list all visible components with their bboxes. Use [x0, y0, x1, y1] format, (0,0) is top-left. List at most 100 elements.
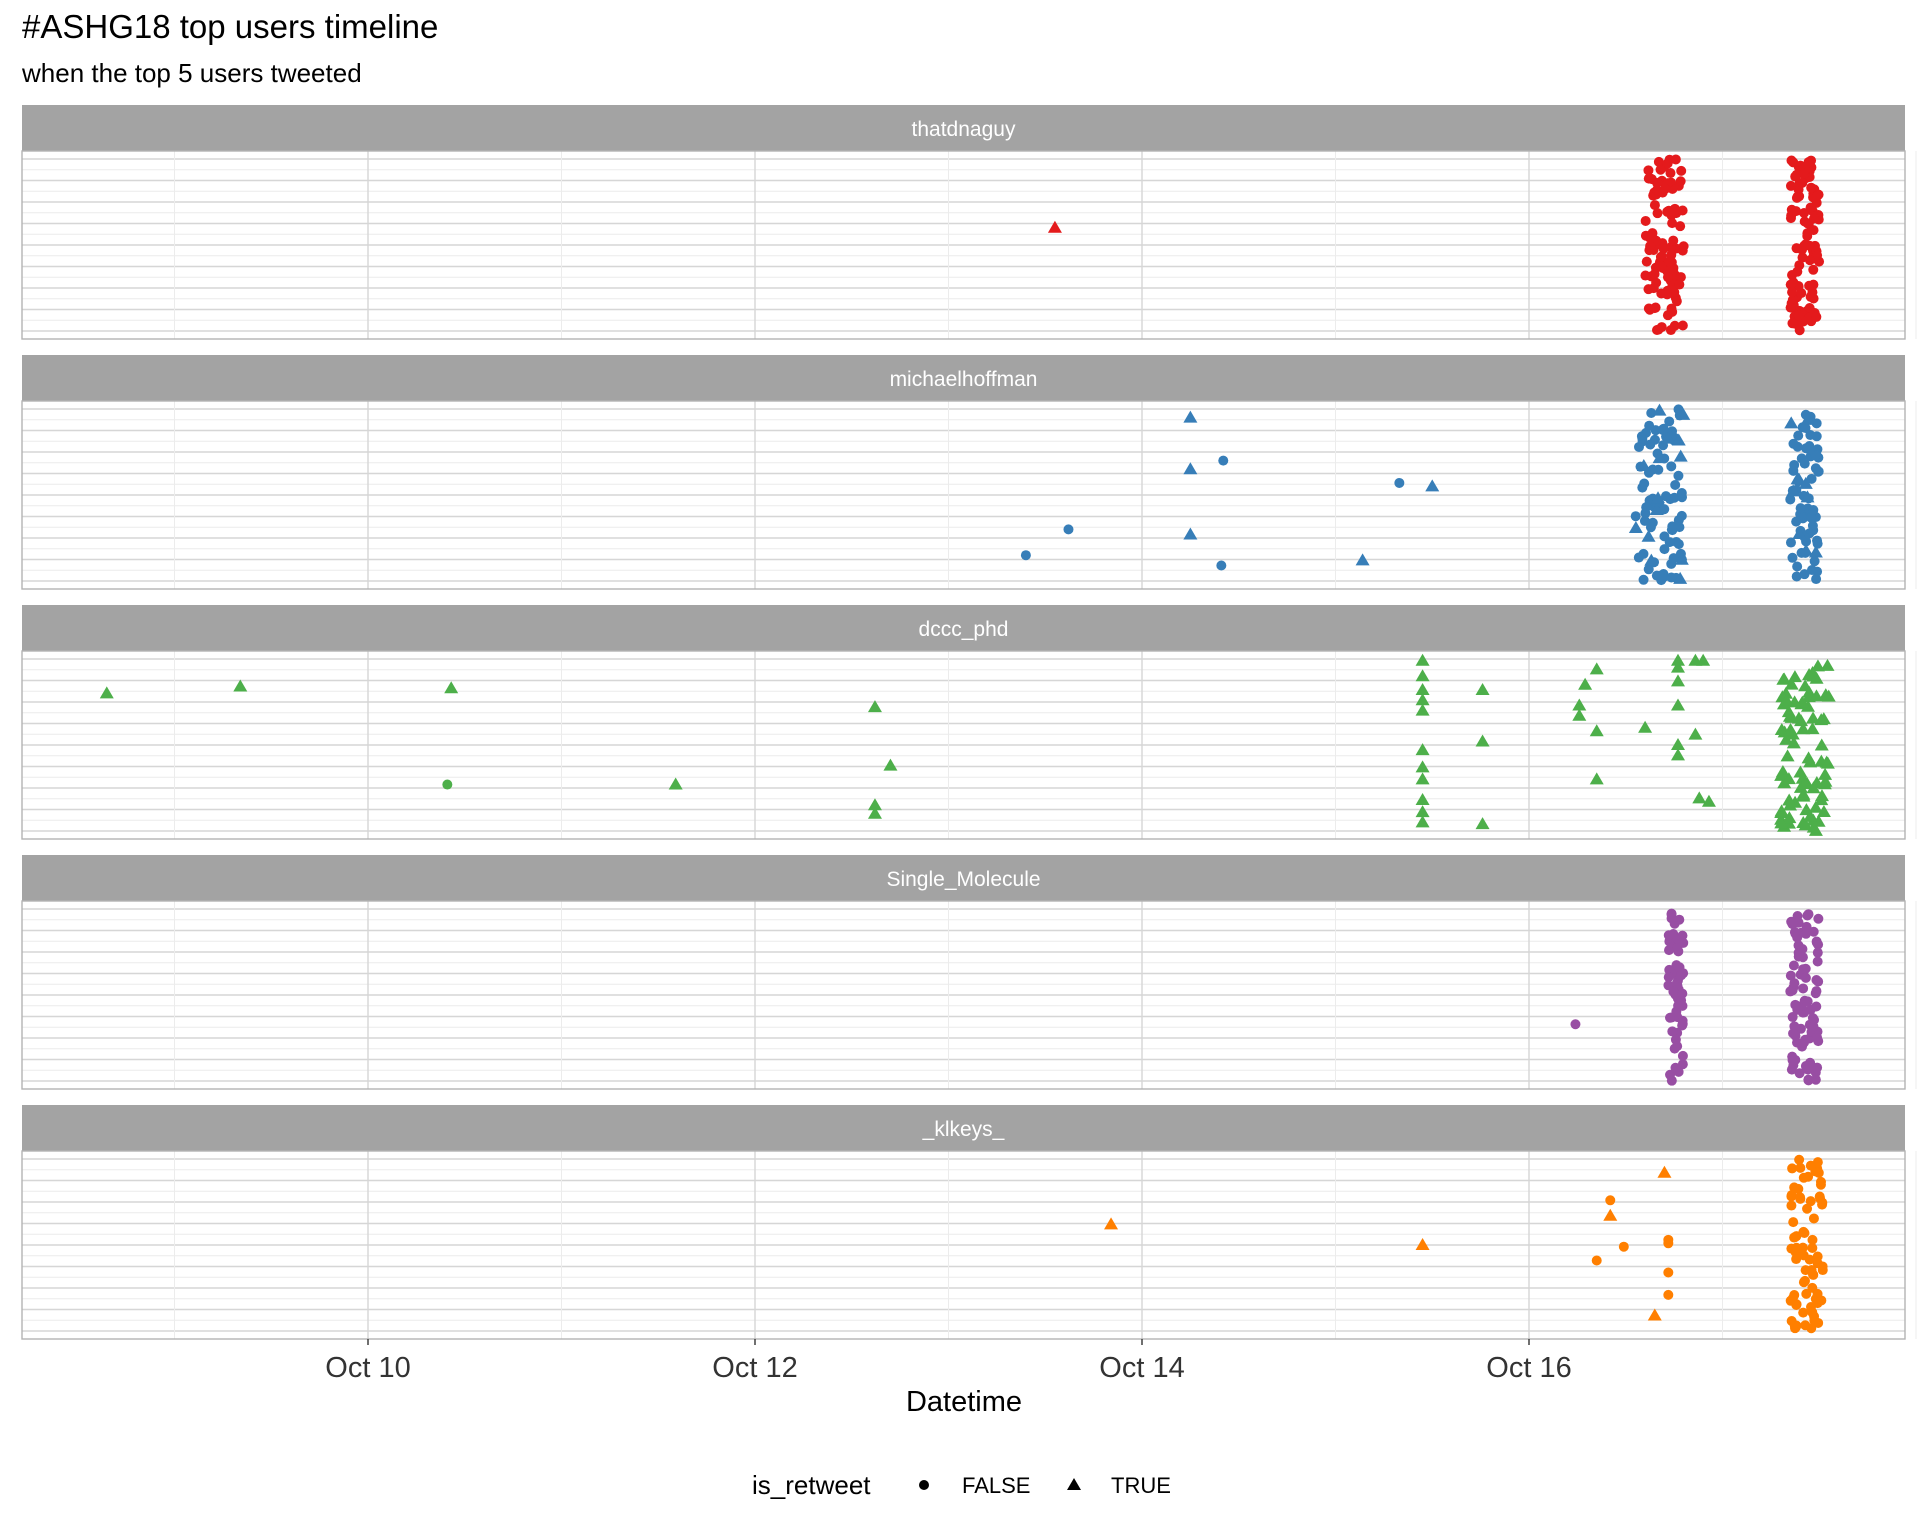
data-point [1816, 1295, 1826, 1305]
data-point [1812, 191, 1822, 201]
data-point [1663, 1290, 1673, 1300]
data-point [1667, 1026, 1677, 1036]
data-point [1813, 977, 1823, 987]
data-point [442, 780, 452, 790]
data-point [1809, 293, 1819, 303]
data-point [1811, 1075, 1821, 1085]
data-point [1657, 572, 1667, 582]
data-point [1787, 553, 1797, 563]
data-point [1786, 303, 1796, 313]
data-point [1805, 445, 1815, 455]
chart-title: #ASHG18 top users timeline [22, 8, 438, 45]
data-point [1813, 539, 1823, 549]
data-point [1641, 216, 1651, 226]
data-point [1813, 957, 1823, 967]
x-tick-label: Oct 10 [325, 1352, 410, 1384]
data-point [1807, 1307, 1817, 1317]
data-point [1795, 1192, 1805, 1202]
data-point [1639, 575, 1649, 585]
data-point [1667, 1076, 1677, 1086]
data-point [1786, 1201, 1796, 1211]
facet-strip-label: Single_Molecule [886, 868, 1040, 891]
data-point [1650, 269, 1660, 279]
x-tick-label: Oct 16 [1486, 1352, 1571, 1384]
data-point [1665, 168, 1675, 178]
data-point [1789, 961, 1799, 971]
data-point [1792, 193, 1802, 203]
data-point [1811, 986, 1821, 996]
data-point [1804, 909, 1814, 919]
facet-strip-label: dccc_phd [919, 618, 1009, 641]
data-point [1789, 1182, 1799, 1192]
data-point [1667, 218, 1677, 228]
data-point [1649, 283, 1659, 293]
data-point [1679, 241, 1689, 251]
data-point [1570, 1019, 1580, 1029]
data-point [1791, 206, 1801, 216]
data-point [1803, 1065, 1813, 1075]
data-point [1656, 165, 1666, 175]
data-point [1676, 176, 1686, 186]
data-point [1668, 236, 1678, 246]
data-point [1592, 1255, 1602, 1265]
data-point [1662, 289, 1672, 299]
data-point [1672, 1041, 1682, 1051]
data-point [1805, 1255, 1815, 1265]
data-point [1799, 1173, 1809, 1183]
data-point [1804, 281, 1814, 291]
data-point [1670, 1063, 1680, 1073]
data-point [1800, 569, 1810, 579]
data-point [1806, 1161, 1816, 1171]
data-point [1663, 1238, 1673, 1248]
facet-panel: Single_Molecule [22, 855, 1916, 1089]
legend-label-false: FALSE [962, 1473, 1030, 1498]
data-point [1788, 1055, 1798, 1065]
data-point [1789, 1233, 1799, 1243]
data-point [1666, 461, 1676, 471]
x-axis-title: Datetime [906, 1386, 1022, 1418]
data-point [1677, 488, 1687, 498]
data-point [1809, 1213, 1819, 1223]
data-point [1677, 1001, 1687, 1011]
data-point [1810, 556, 1820, 566]
data-point [1663, 272, 1673, 282]
data-point [1797, 178, 1807, 188]
data-point [1677, 989, 1687, 999]
data-point [1656, 261, 1666, 271]
data-point [1795, 161, 1805, 171]
data-point [1638, 549, 1648, 559]
chart-subtitle: when the top 5 users tweeted [21, 58, 362, 88]
data-point [1813, 948, 1823, 958]
data-point [1799, 1277, 1809, 1287]
data-point [1653, 325, 1663, 335]
data-point [1795, 1163, 1805, 1173]
data-point [1644, 174, 1654, 184]
data-point [1663, 1268, 1673, 1278]
data-point [1670, 480, 1680, 490]
data-point [1788, 1217, 1798, 1227]
data-point [1644, 421, 1654, 431]
data-point [1645, 241, 1655, 251]
data-point [1218, 456, 1228, 466]
data-point [1787, 318, 1797, 328]
data-point [1796, 503, 1806, 513]
data-point [1798, 253, 1808, 263]
data-point [1801, 973, 1811, 983]
data-point [1793, 431, 1803, 441]
data-point [1619, 1242, 1629, 1252]
data-point [1668, 987, 1678, 997]
data-point [1811, 574, 1821, 584]
data-point [1817, 1198, 1827, 1208]
facet-panel: thatdnaguy [22, 105, 1916, 339]
data-point [1811, 312, 1821, 322]
legend-label-true: TRUE [1111, 1473, 1171, 1498]
data-point [1652, 185, 1662, 195]
facet-panel: _klkeys_ [22, 1105, 1916, 1339]
data-point [1664, 930, 1674, 940]
legend-key-circle [919, 1480, 929, 1490]
data-point [1642, 257, 1652, 267]
data-point [1650, 200, 1660, 210]
data-point [1665, 1013, 1675, 1023]
data-point [1801, 964, 1811, 974]
